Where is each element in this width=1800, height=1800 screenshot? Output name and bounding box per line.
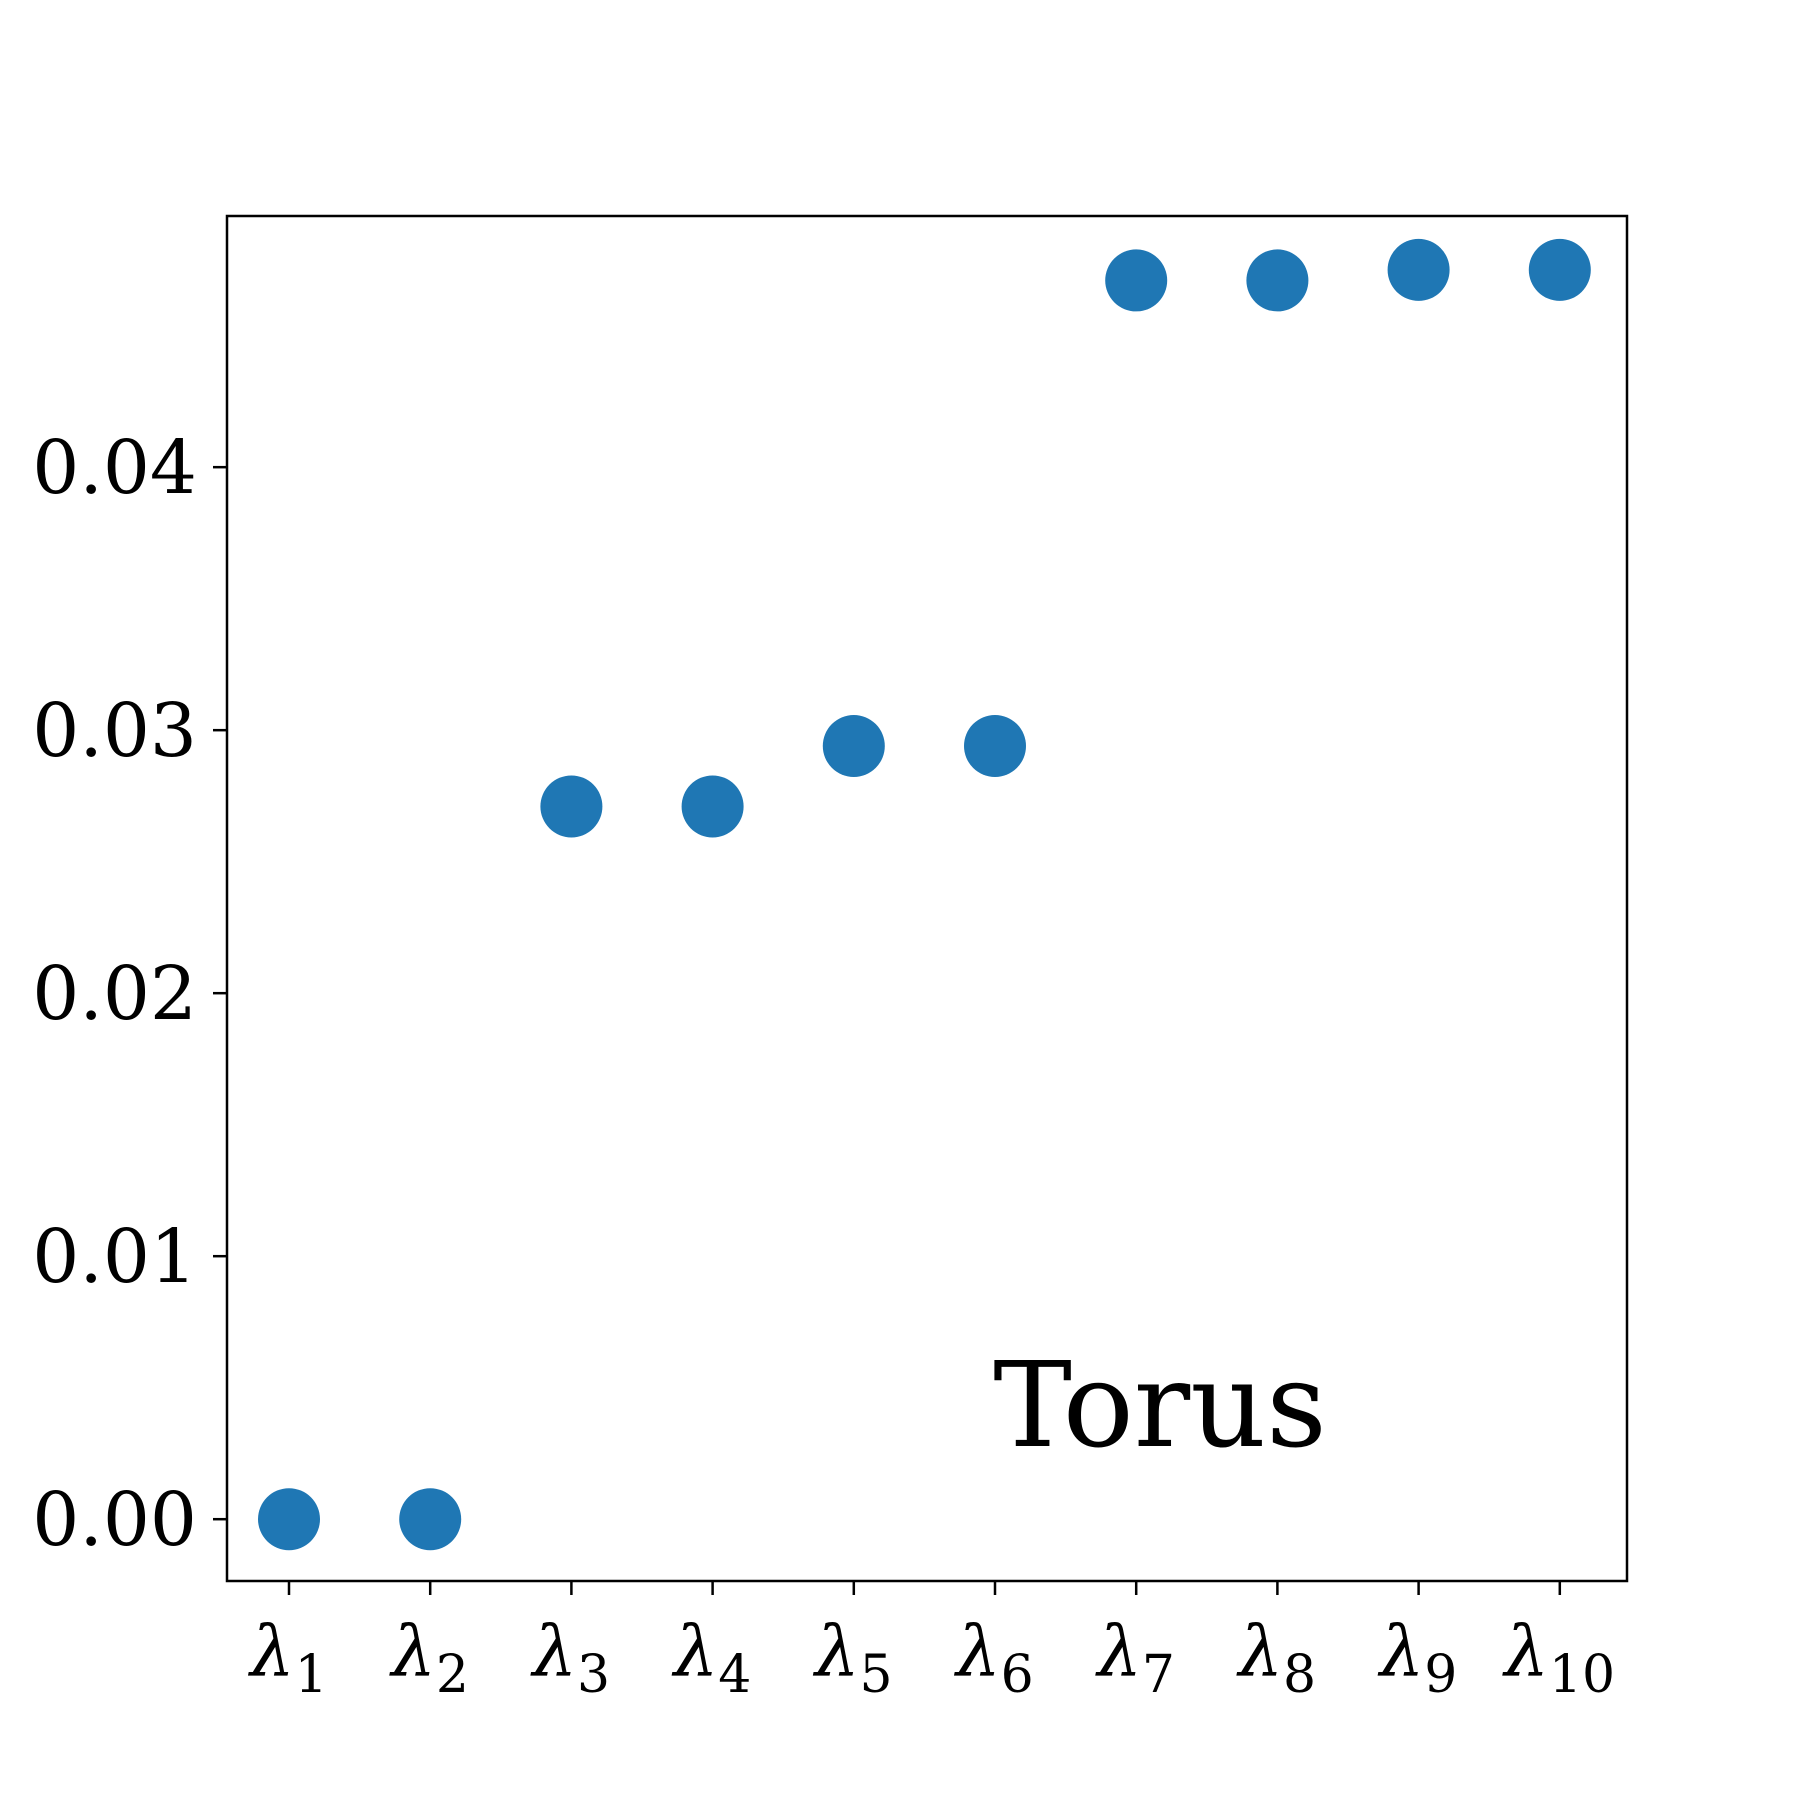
data-point: [964, 714, 1026, 777]
x-tick-label: λ2: [388, 1611, 468, 1705]
y-tick-label: 0.03: [32, 688, 197, 774]
data-point: [540, 775, 603, 838]
y-tick-label: 0.01: [32, 1214, 197, 1300]
y-tick-label: 0.00: [32, 1477, 197, 1563]
x-tick-label: λ10: [1502, 1611, 1616, 1705]
x-tick-label: λ8: [1236, 1611, 1316, 1705]
x-tick-label: λ9: [1377, 1611, 1457, 1705]
data-points: [258, 238, 1591, 1551]
x-axis-ticks: λ1 λ2 λ3 λ4 λ5 λ6 λ7 λ8 λ9 λ10: [247, 1581, 1615, 1705]
y-tick-label: 0.04: [32, 425, 197, 511]
x-tick-label: λ6: [953, 1611, 1033, 1705]
data-point: [1387, 238, 1450, 301]
y-tick-label: 0.02: [32, 951, 197, 1037]
x-tick-label: λ5: [812, 1611, 892, 1705]
y-axis-ticks: 0.00 0.01 0.02 0.03 0.04: [32, 425, 227, 1563]
x-tick-label: λ3: [530, 1611, 610, 1705]
data-point: [258, 1488, 320, 1551]
data-point: [681, 775, 744, 838]
data-point: [822, 714, 885, 777]
x-tick-label: λ7: [1094, 1611, 1174, 1705]
annotation-label: Torus: [993, 1336, 1327, 1474]
data-point: [1246, 249, 1309, 312]
data-point: [1528, 238, 1591, 301]
data-point: [399, 1488, 462, 1551]
x-tick-label: λ1: [247, 1611, 327, 1705]
plot-frame: [225, 214, 1629, 1583]
data-point: [1105, 249, 1168, 312]
x-tick-label: λ4: [671, 1611, 751, 1705]
